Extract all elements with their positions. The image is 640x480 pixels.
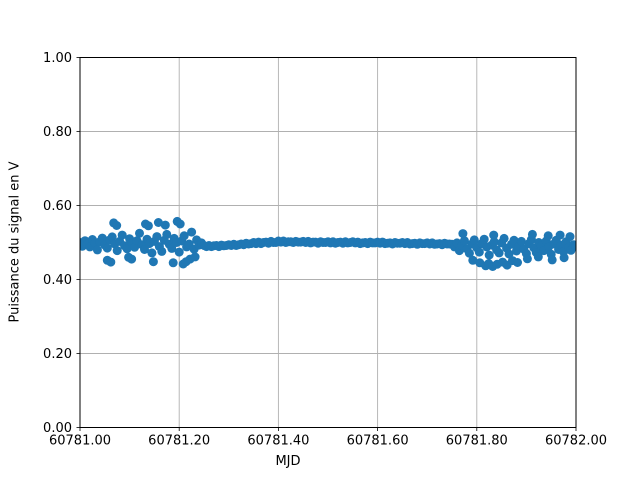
data-point — [117, 230, 127, 240]
axes-spines — [79, 57, 577, 428]
data-point — [92, 245, 102, 255]
y-tick-label: 0.80 — [43, 125, 72, 140]
data-point — [489, 230, 499, 240]
data-point — [147, 248, 157, 258]
data-point — [547, 255, 557, 265]
data-point — [499, 233, 509, 243]
data-point — [527, 229, 537, 239]
y-tick-labels: 0.00 0.20 0.40 0.60 0.80 1.00 — [43, 51, 72, 436]
x-axis-label: MJD — [275, 454, 301, 469]
data-point — [112, 221, 122, 230]
data-point — [157, 246, 167, 256]
data-point — [148, 257, 158, 267]
data-point — [112, 246, 122, 256]
data-point — [494, 248, 504, 258]
data-point — [474, 247, 484, 257]
scatter-series — [80, 216, 576, 271]
y-tick-label: 0.20 — [43, 347, 72, 362]
data-point — [135, 228, 144, 238]
data-point — [516, 236, 526, 246]
data-point — [168, 258, 178, 268]
data-point — [140, 245, 149, 254]
x-tick-label: 60781.80 — [446, 434, 508, 449]
data-point — [509, 235, 519, 245]
data-point — [143, 221, 153, 231]
data-point — [555, 230, 565, 240]
data-point — [533, 252, 543, 262]
data-point — [458, 229, 468, 239]
data-point — [464, 248, 474, 258]
axis-ticks — [76, 57, 577, 431]
data-point — [468, 255, 478, 265]
data-point — [571, 242, 576, 252]
data-point — [160, 220, 170, 230]
data-point — [559, 253, 569, 263]
data-point — [489, 237, 499, 247]
data-point — [174, 247, 184, 257]
data-point — [459, 236, 469, 246]
data-point — [469, 235, 479, 245]
data-point — [153, 218, 163, 227]
data-point — [179, 231, 189, 241]
x-tick-label: 60782.00 — [545, 434, 607, 449]
y-tick-label: 0.00 — [43, 421, 72, 436]
data-point — [504, 249, 514, 259]
data-point — [122, 244, 132, 254]
data-point — [127, 254, 137, 264]
x-tick-label: 60781.40 — [247, 434, 309, 449]
data-point — [187, 227, 197, 237]
y-tick-label: 0.40 — [43, 273, 72, 288]
x-tick-label: 60781.00 — [49, 434, 111, 449]
y-tick-label: 1.00 — [43, 51, 72, 66]
y-axis-label: Puissance du signal en V — [7, 161, 23, 323]
data-point — [513, 258, 522, 267]
data-point — [175, 219, 185, 229]
data-point — [543, 231, 553, 241]
data-point — [102, 243, 112, 253]
data-point — [97, 233, 107, 243]
data-point — [190, 252, 200, 262]
data-point — [107, 232, 117, 242]
data-point — [162, 229, 172, 239]
data-point — [565, 232, 575, 242]
x-tick-label: 60781.60 — [347, 434, 409, 449]
data-point — [152, 232, 162, 242]
data-point — [479, 234, 489, 244]
data-point — [167, 243, 177, 253]
data-point — [484, 250, 494, 260]
y-tick-label: 0.60 — [43, 199, 72, 214]
x-tick-labels: 60781.00 60781.20 60781.40 60781.60 60781.80… — [49, 434, 607, 449]
plot-border — [79, 57, 577, 428]
x-tick-label: 60781.20 — [148, 434, 210, 449]
data-point — [106, 257, 116, 267]
data-point — [522, 254, 532, 264]
